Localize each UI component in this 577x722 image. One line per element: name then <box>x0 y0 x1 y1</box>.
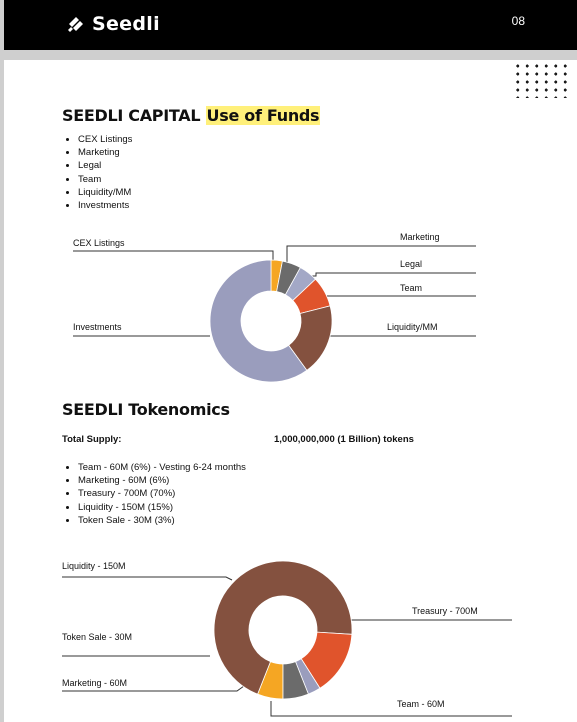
list-item: Token Sale - 30M (3%) <box>78 514 246 527</box>
list-item: Investments <box>78 199 132 212</box>
label-team-tokens: Team - 60M <box>397 699 445 709</box>
use-of-funds-heading: SEEDLI CAPITAL Use of Funds <box>62 106 321 125</box>
tokenomics-donut-chart <box>213 560 353 700</box>
list-item: Marketing <box>78 146 132 159</box>
list-item: Liquidity - 150M (15%) <box>78 501 246 514</box>
list-item: Marketing - 60M (6%) <box>78 474 246 487</box>
tokenomics-heading: SEEDLI Tokenomics <box>62 400 230 419</box>
slice-treasury-700m <box>213 560 353 695</box>
list-item: Liquidity/MM <box>78 186 132 199</box>
document-page: SEEDLI CAPITAL Use of Funds CEX Listings… <box>4 60 577 722</box>
total-supply-label: Total Supply: <box>62 434 122 445</box>
list-item: Team - 60M (6%) - Vesting 6-24 months <box>78 461 246 474</box>
label-legal: Legal <box>400 259 423 269</box>
tokenomics-leader-lines <box>62 576 512 717</box>
seedli-logo-icon <box>68 17 83 32</box>
page-number: 08 <box>511 14 525 28</box>
use-of-funds-title-prefix: SEEDLI CAPITAL <box>62 106 201 125</box>
use-of-funds-title-highlight: Use of Funds <box>205 106 321 125</box>
use-of-funds-list: CEX Listings Marketing Legal Team Liquid… <box>62 133 132 212</box>
label-cex-listings: CEX Listings <box>73 238 125 248</box>
use-of-funds-donut-chart <box>209 259 333 383</box>
list-item: CEX Listings <box>78 133 132 146</box>
label-team: Team <box>400 283 423 293</box>
slice-investments <box>209 259 308 383</box>
use-of-funds-leader-lines <box>73 245 476 337</box>
label-liquidity: Liquidity - 150M <box>62 561 126 571</box>
label-treasury: Treasury - 700M <box>412 606 478 616</box>
list-item: Team <box>78 173 132 186</box>
dot-grid-decoration <box>513 62 571 98</box>
brand-logo[interactable]: Seedli <box>66 10 160 38</box>
charts-overlay <box>62 245 512 717</box>
label-liquidity-mm: Liquidity/MM <box>387 322 438 332</box>
label-token-sale: Token Sale - 30M <box>62 632 133 642</box>
label-marketing-tokens: Marketing - 60M <box>62 678 128 688</box>
list-item: Legal <box>78 159 132 172</box>
label-marketing: Marketing <box>400 232 440 242</box>
list-item: Treasury - 700M (70%) <box>78 487 246 500</box>
tokenomics-list: Team - 60M (6%) - Vesting 6-24 months Ma… <box>62 461 246 527</box>
total-supply-value: 1,000,000,000 (1 Billion) tokens <box>274 434 414 445</box>
slice-marketing-60m <box>282 661 309 700</box>
brand-name: Seedli <box>92 13 160 35</box>
header-bar: Seedli 08 <box>4 0 577 50</box>
label-investments: Investments <box>73 322 122 332</box>
